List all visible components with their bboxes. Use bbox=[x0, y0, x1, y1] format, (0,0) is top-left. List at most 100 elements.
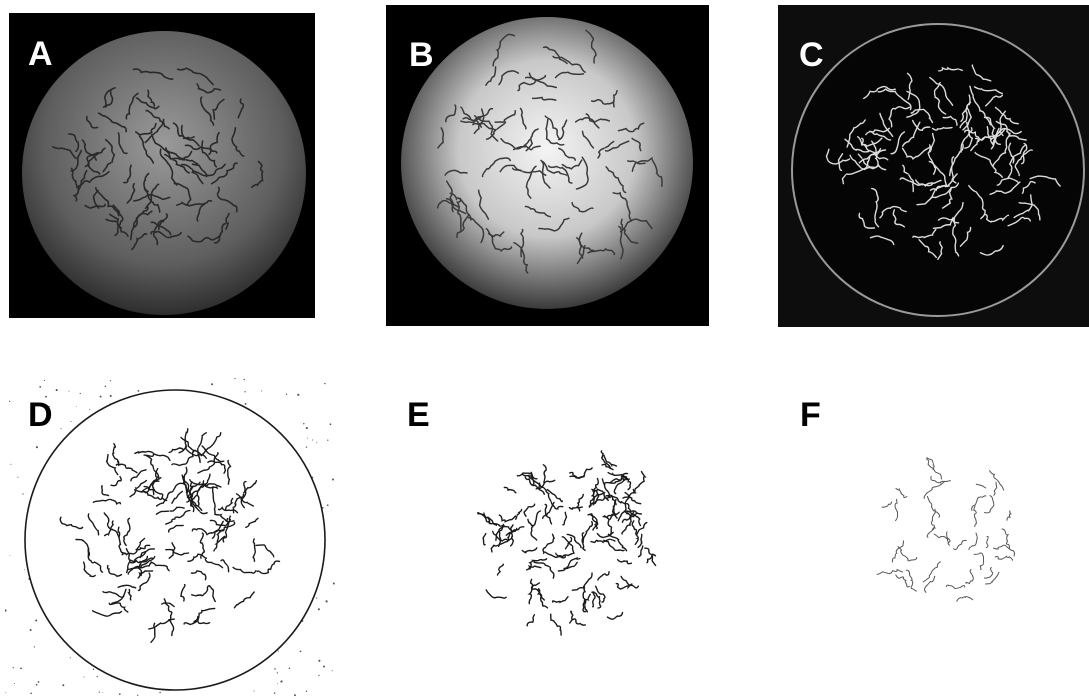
noise-dot bbox=[34, 422, 37, 425]
worm-shape bbox=[545, 118, 565, 146]
noise-dot bbox=[68, 390, 70, 392]
worm-shape bbox=[187, 481, 201, 507]
panel-e-image bbox=[470, 440, 670, 640]
worm-shape bbox=[949, 143, 964, 177]
worm-shape bbox=[135, 97, 160, 110]
worm-shape bbox=[250, 160, 264, 188]
worm-shape bbox=[445, 180, 454, 213]
noise-dot bbox=[35, 446, 38, 449]
worm-shape bbox=[191, 494, 208, 515]
worm-shape bbox=[846, 119, 866, 148]
noise-dot bbox=[62, 684, 65, 687]
worm-shape bbox=[473, 108, 485, 135]
worm-shape bbox=[127, 588, 133, 601]
noise-dot bbox=[29, 628, 32, 632]
noise-dot bbox=[273, 692, 276, 694]
worm-shape bbox=[932, 201, 964, 229]
worm-shape bbox=[871, 187, 880, 228]
worm-shape bbox=[492, 530, 512, 542]
worm-shape bbox=[477, 511, 491, 524]
worm-shape bbox=[87, 548, 104, 573]
worm-shape bbox=[910, 108, 934, 124]
worm-shape bbox=[603, 515, 613, 535]
worm-shape bbox=[938, 66, 963, 72]
noise-dot bbox=[10, 463, 12, 465]
worm-shape bbox=[485, 66, 497, 86]
worm-shape bbox=[184, 144, 218, 154]
worm-shape bbox=[106, 564, 123, 577]
worm-shape bbox=[86, 151, 101, 175]
worm-shape bbox=[196, 83, 222, 94]
worm-shape bbox=[500, 137, 531, 150]
worm-shape bbox=[144, 183, 160, 210]
noise-dot bbox=[243, 378, 245, 381]
noise-dot bbox=[317, 608, 320, 611]
worm-shape bbox=[102, 590, 125, 598]
worm-shape bbox=[137, 572, 151, 592]
worm-shape bbox=[901, 145, 932, 160]
worm-shape bbox=[983, 495, 995, 514]
worm-shape bbox=[964, 127, 974, 149]
worm-shape bbox=[256, 560, 281, 575]
worm-shape bbox=[651, 158, 663, 187]
worm-shape bbox=[626, 512, 642, 527]
worm-shape bbox=[879, 112, 894, 138]
worm-shape bbox=[897, 546, 918, 562]
worm-shape bbox=[600, 450, 611, 470]
noise-dot bbox=[159, 691, 161, 694]
worm-shape bbox=[576, 237, 595, 252]
worm-shape bbox=[526, 614, 536, 627]
worm-shape bbox=[930, 187, 952, 199]
worm-shape bbox=[585, 29, 597, 64]
worm-shape bbox=[503, 486, 517, 494]
worm-shape bbox=[498, 514, 517, 523]
worm-shape bbox=[101, 485, 110, 497]
worm-shape bbox=[926, 496, 940, 518]
noise-dot bbox=[118, 693, 121, 695]
worm-shape bbox=[133, 193, 171, 202]
worm-shape bbox=[155, 482, 185, 507]
worm-shape bbox=[220, 559, 230, 573]
noise-dot bbox=[20, 667, 22, 670]
worm-shape bbox=[631, 157, 653, 173]
noise-dot bbox=[30, 692, 32, 695]
worm-shape bbox=[585, 113, 611, 124]
worm-shape bbox=[860, 137, 889, 161]
worm-shape bbox=[591, 591, 596, 608]
worm-shape bbox=[892, 209, 905, 228]
worm-shape bbox=[531, 96, 557, 101]
panel-d bbox=[5, 378, 335, 699]
worm-shape bbox=[492, 33, 516, 67]
worm-shape bbox=[971, 495, 987, 511]
noise-dot bbox=[331, 670, 333, 672]
noise-dot bbox=[211, 383, 214, 386]
worm-shape bbox=[877, 88, 912, 111]
worm-shape bbox=[1021, 180, 1036, 194]
worm-shape bbox=[193, 619, 211, 625]
worm-shape bbox=[550, 501, 564, 510]
worm-shape bbox=[985, 94, 1004, 107]
worm-shape bbox=[214, 222, 226, 244]
worm-shape bbox=[973, 86, 1003, 95]
noise-dot bbox=[35, 619, 38, 622]
worm-shape bbox=[211, 486, 216, 516]
worm-shape bbox=[992, 132, 1011, 167]
worm-shape bbox=[482, 532, 487, 546]
worm-shape bbox=[525, 128, 539, 152]
worm-shape bbox=[87, 513, 100, 536]
worm-shape bbox=[605, 166, 627, 194]
worm-shape bbox=[474, 114, 499, 142]
worm-shape bbox=[232, 496, 242, 514]
worm-shape bbox=[214, 513, 235, 523]
worm-shape bbox=[942, 182, 960, 209]
worm-shape bbox=[132, 68, 174, 80]
worm-shape bbox=[542, 464, 547, 483]
worm-shape bbox=[603, 454, 618, 468]
noise-dot bbox=[261, 390, 263, 392]
worm-shape bbox=[524, 76, 558, 89]
noise-dot bbox=[323, 665, 325, 668]
worm-shape bbox=[75, 170, 110, 189]
worm-shape bbox=[165, 548, 190, 556]
worm-shape bbox=[176, 67, 214, 86]
worm-shape bbox=[637, 533, 643, 549]
